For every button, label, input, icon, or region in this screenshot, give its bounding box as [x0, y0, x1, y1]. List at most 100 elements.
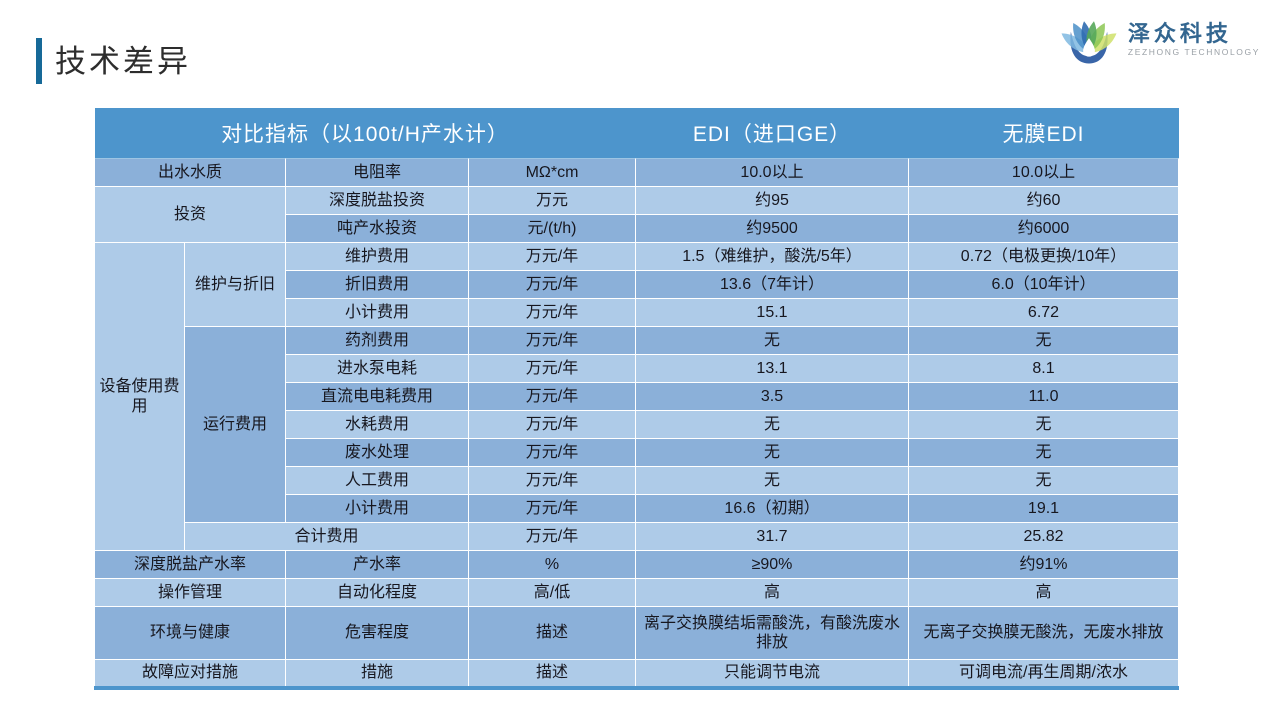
- table-row: 小计费用 万元/年 15.1 6.72: [95, 298, 1179, 327]
- table-cell-value: 0.72（电极更换/10年）: [908, 242, 1179, 271]
- table-cell-value: 1.5（难维护，酸洗/5年）: [635, 242, 909, 271]
- table-cell-unit: 万元/年: [468, 326, 636, 355]
- table-header-cell: 对比指标（以100t/H产水计）: [94, 108, 636, 159]
- table-row: 合计费用 万元/年 31.7 25.82: [95, 522, 1179, 551]
- table-cell-value: 13.1: [635, 354, 909, 383]
- table-cell-value: 约6000: [908, 214, 1179, 243]
- table-cell-value: 约9500: [635, 214, 909, 243]
- table-cell-item: 维护费用: [285, 242, 469, 271]
- table-cell-unit: 万元/年: [468, 354, 636, 383]
- table-cell-value: 约60: [908, 186, 1179, 215]
- table-cell-value: 10.0以上: [635, 158, 909, 187]
- table-cell-value: 无: [635, 466, 909, 495]
- table-cell-value: 15.1: [635, 298, 909, 327]
- table-cell-value: 10.0以上: [908, 158, 1179, 187]
- table-cell-unit: 万元/年: [468, 298, 636, 327]
- page-title: 技术差异: [55, 44, 191, 79]
- table-cell-item: 产水率: [285, 550, 469, 579]
- table-cell-value: 6.0（10年计）: [908, 270, 1179, 299]
- table-cell-cat: 维护与折旧: [184, 242, 286, 327]
- logo-company-subtitle: ZEZHONG TECHNOLOGY: [1127, 46, 1260, 57]
- table-cell-value: ≥90%: [635, 550, 909, 579]
- table-row: 小计费用 万元/年 16.6（初期） 19.1: [95, 494, 1179, 523]
- table-row: 设备使用费用 维护与折旧 维护费用 万元/年 1.5（难维护，酸洗/5年） 0.72（电极…: [94, 242, 1179, 551]
- table-cell-cat: 合计费用: [184, 522, 469, 551]
- table-row: 直流电电耗费用 万元/年 3.5 11.0: [95, 382, 1179, 411]
- table-cell-item: 吨产水投资: [285, 214, 469, 243]
- table-cell-item: 折旧费用: [285, 270, 469, 299]
- table-row: 出水水质 电阻率 MΩ*cm 10.0以上 10.0以上: [94, 158, 1179, 187]
- table-cell-item: 小计费用: [285, 494, 469, 523]
- company-logo: 泽众科技 ZEZHONG TECHNOLOGY: [1060, 10, 1260, 68]
- table-cell-value: 19.1: [908, 494, 1179, 523]
- table-cell-item: 自动化程度: [285, 578, 469, 607]
- table-row: 环境与健康 危害程度 描述 离子交换膜结垢需酸洗，有酸洗废水排放 无离子交换膜无酸洗，无…: [94, 606, 1179, 660]
- table-row: 吨产水投资 元/(t/h) 约9500 约6000: [95, 214, 1179, 243]
- table-cell-item: 深度脱盐投资: [285, 186, 469, 215]
- table-cell-value: 无: [635, 410, 909, 439]
- table-cell-unit: 万元/年: [468, 382, 636, 411]
- table-cell-unit: 万元/年: [468, 270, 636, 299]
- table-cell-value: 无: [635, 438, 909, 467]
- table-cell-unit: 描述: [468, 659, 636, 688]
- table-cell-cat: 设备使用费用: [94, 242, 185, 551]
- table-row: 进水泵电耗 万元/年 13.1 8.1: [95, 354, 1179, 383]
- table-cell-cat: 环境与健康: [94, 606, 286, 660]
- table-row: 人工费用 万元/年无无: [95, 466, 1179, 495]
- table-cell-value: 可调电流/再生周期/浓水: [908, 659, 1179, 688]
- table-row: 操作管理 自动化程度 高/低高高: [94, 578, 1179, 607]
- table-cell-value: 11.0: [908, 382, 1179, 411]
- table-row: 深度脱盐产水率 产水率% ≥90% 约91%: [94, 550, 1179, 579]
- table-cell-value: 只能调节电流: [635, 659, 909, 688]
- table-cell-cat: 运行费用: [184, 326, 286, 523]
- table-cell-value: 高: [908, 578, 1179, 607]
- table-cell-cat: 出水水质: [94, 158, 286, 187]
- table-cell-unit: 元/(t/h): [468, 214, 636, 243]
- table-cell-value: 无: [908, 466, 1179, 495]
- table-header-row: 对比指标（以100t/H产水计） EDI（进口GE） 无膜EDI: [94, 108, 1179, 159]
- table-cell-item: 电阻率: [285, 158, 469, 187]
- table-row: 故障应对措施 措施 描述 只能调节电流 可调电流/再生周期/浓水: [94, 659, 1179, 688]
- table-cell-item: 进水泵电耗: [285, 354, 469, 383]
- table-header-cell: EDI（进口GE）: [635, 108, 909, 159]
- table-cell-cat: 操作管理: [94, 578, 286, 607]
- table-cell-unit: 描述: [468, 606, 636, 660]
- table-cell-value: 无: [908, 326, 1179, 355]
- table-cell-item: 措施: [285, 659, 469, 688]
- table-row: 水耗费用 万元/年无无: [95, 410, 1179, 439]
- table-cell-value: 约91%: [908, 550, 1179, 579]
- table-row: 运行费用 药剂费用 万元/年无无: [95, 326, 1179, 523]
- table-cell-item: 水耗费用: [285, 410, 469, 439]
- table-cell-value: 无: [908, 438, 1179, 467]
- table-cell-value: 无: [908, 410, 1179, 439]
- table-cell-item: 药剂费用: [285, 326, 469, 355]
- table-cell-unit: 万元/年: [468, 494, 636, 523]
- table-cell-unit: 万元: [468, 186, 636, 215]
- table-cell-value: 31.7: [635, 522, 909, 551]
- logo-company-name: 泽众科技: [1127, 21, 1232, 47]
- logo-flower-icon: [1061, 21, 1117, 64]
- table-cell-item: 废水处理: [285, 438, 469, 467]
- table-cell-value: 13.6（7年计）: [635, 270, 909, 299]
- table-cell-cat: 投资: [94, 186, 286, 243]
- title-accent-bar: [36, 38, 42, 84]
- table-cell-item: 人工费用: [285, 466, 469, 495]
- table-cell-unit: 万元/年: [468, 466, 636, 495]
- table-cell-item: 小计费用: [285, 298, 469, 327]
- table-cell-value: 高: [635, 578, 909, 607]
- table-cell-unit: 万元/年: [468, 410, 636, 439]
- table-cell-value: 无: [635, 326, 909, 355]
- table-cell-unit: 万元/年: [468, 242, 636, 271]
- table-cell-cat: 深度脱盐产水率: [94, 550, 286, 579]
- table-cell-value: 3.5: [635, 382, 909, 411]
- table-cell-unit: 万元/年: [468, 438, 636, 467]
- logo-text: 泽众科技 ZEZHONG TECHNOLOGY: [1128, 21, 1260, 56]
- table-header-cell: 无膜EDI: [908, 108, 1179, 159]
- table-cell-unit: %: [468, 550, 636, 579]
- table-cell-unit: MΩ*cm: [468, 158, 636, 187]
- table-row: 投资 深度脱盐投资 万元 约95 约60: [94, 186, 1179, 243]
- table-cell-unit: 万元/年: [468, 522, 636, 551]
- table-cell-unit: 高/低: [468, 578, 636, 607]
- table-cell-item: 危害程度: [285, 606, 469, 660]
